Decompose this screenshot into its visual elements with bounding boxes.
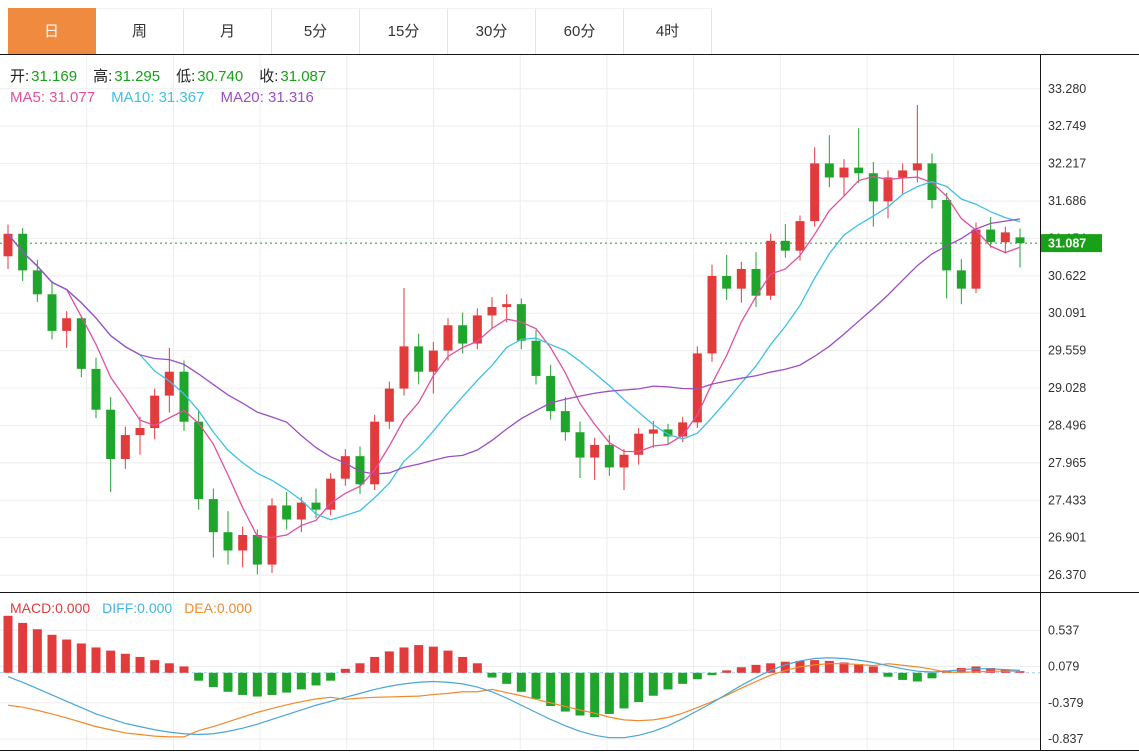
dea-readout: DEA:0.000 — [184, 600, 252, 616]
macd-legend: MACD:0.000 DIFF:0.000 DEA:0.000 — [10, 600, 252, 616]
ma-legend: MA5: 31.077 MA10: 31.367 MA20: 31.316 — [10, 89, 314, 106]
svg-text:33.280: 33.280 — [1048, 82, 1086, 96]
ma10-readout: MA10: 31.367 — [111, 89, 205, 106]
svg-text:-0.837: -0.837 — [1048, 732, 1083, 746]
timeframe-tab-5[interactable]: 15分 — [360, 8, 448, 54]
macd-histogram — [3, 615, 1025, 718]
macd-panel: 0.537 0.079 -0.379 -0.837 MACD:0.000 DIFF:0… — [0, 592, 1139, 752]
svg-text:29.028: 29.028 — [1048, 381, 1086, 395]
timeframe-toolbar: 日周月 5分 15分 30分 60分 4时 — [0, 0, 1139, 55]
ma5-line — [7, 175, 1021, 539]
main-chart-panel: 33.28032.74932.21731.68631.15430.62230.0… — [0, 55, 1139, 592]
svg-text:30.091: 30.091 — [1048, 306, 1086, 320]
ma5-readout: MA5: 31.077 — [10, 89, 96, 106]
macd-readout: MACD:0.000 — [10, 600, 91, 616]
ohlc-legend: 开: 31.169 高: 31.295 低: 30.740 收: 31.087 — [10, 65, 326, 86]
ma10-line — [7, 180, 1021, 521]
close-label: 收: — [259, 68, 279, 85]
svg-text:31.686: 31.686 — [1048, 194, 1086, 208]
high-value: 31.295 — [114, 68, 161, 85]
high-readout: 高: 31.295 — [93, 65, 160, 86]
current-price-tag — [1041, 234, 1102, 253]
dea-line — [7, 663, 1020, 738]
svg-text:32.749: 32.749 — [1048, 119, 1086, 133]
svg-text:27.965: 27.965 — [1048, 456, 1086, 470]
low-label: 低: — [176, 68, 196, 85]
macd-chart[interactable]: 0.537 0.079 -0.379 -0.837 — [0, 592, 1139, 752]
svg-text:31.087: 31.087 — [1048, 237, 1086, 251]
timeframe-tab-2[interactable]: 周 — [96, 8, 184, 54]
open-value: 31.169 — [31, 68, 78, 85]
ma20-readout: MA20: 31.316 — [220, 89, 314, 106]
timeframe-tab-4[interactable]: 5分 — [272, 8, 360, 54]
low-value: 30.740 — [197, 68, 244, 85]
open-label: 开: — [10, 68, 30, 85]
svg-text:0.079: 0.079 — [1048, 660, 1079, 674]
timeframe-tab-7[interactable]: 60分 — [536, 8, 624, 54]
timeframe-tab-1[interactable]: 日 — [8, 8, 96, 54]
diff-line — [7, 657, 1021, 739]
svg-text:0.537: 0.537 — [1048, 623, 1079, 637]
diff-readout: DIFF:0.000 — [102, 600, 173, 616]
price-axis: 33.28032.74932.21731.68631.15430.62230.0… — [1048, 82, 1086, 582]
close-value: 31.087 — [280, 68, 327, 85]
svg-text:30.622: 30.622 — [1048, 269, 1086, 283]
timeframe-tab-6[interactable]: 30分 — [448, 8, 536, 54]
candlestick-chart[interactable]: 33.28032.74932.21731.68631.15430.62230.0… — [0, 55, 1139, 592]
svg-text:29.559: 29.559 — [1048, 344, 1086, 358]
svg-text:-0.379: -0.379 — [1048, 696, 1083, 710]
svg-text:26.901: 26.901 — [1048, 531, 1086, 545]
svg-text:32.217: 32.217 — [1048, 157, 1086, 171]
ma20-line — [7, 218, 1021, 475]
candles-layer — [3, 104, 1025, 575]
svg-text:26.370: 26.370 — [1048, 568, 1086, 582]
timeframe-tab-8[interactable]: 4时 — [624, 8, 712, 54]
open-readout: 开: 31.169 — [10, 65, 77, 86]
svg-text:27.433: 27.433 — [1048, 493, 1086, 507]
low-readout: 低: 30.740 — [176, 65, 243, 86]
high-label: 高: — [93, 68, 113, 85]
close-readout: 收: 31.087 — [259, 65, 326, 86]
timeframe-tab-3[interactable]: 月 — [184, 8, 272, 54]
svg-text:28.496: 28.496 — [1048, 418, 1086, 432]
